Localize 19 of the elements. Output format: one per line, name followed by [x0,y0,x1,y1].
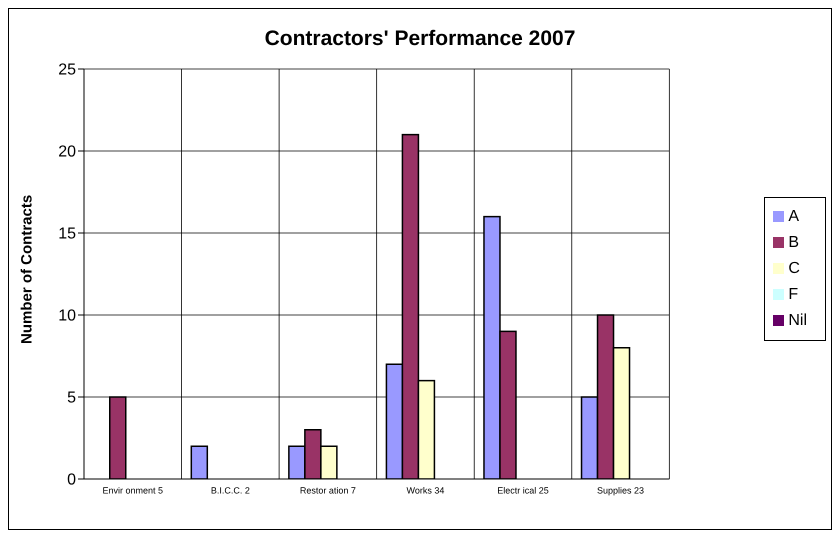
legend-label: F [788,286,798,303]
y-axis-title: Number of Contracts [18,194,36,344]
x-tick-label: Electr ical 25 [497,485,549,496]
y-tick-label: 25 [58,62,76,79]
y-tick-label: 5 [67,390,76,407]
x-tick-label: Restor ation 7 [300,485,356,496]
x-tick-label: Supplies 23 [597,485,644,496]
legend-label: A [788,208,799,225]
x-tick-label: Envir onment 5 [102,485,164,496]
legend-label: C [788,260,800,277]
x-tick-label: Works 34 [406,485,444,496]
chart-title: Contractors' Performance 2007 [264,27,576,51]
legend-label: B [788,234,799,251]
legend-label: Nil [788,312,807,329]
x-tick-label: B.I.C.C. 2 [210,485,250,496]
y-tick-label: 20 [58,144,76,161]
y-tick-label: 15 [58,226,76,243]
y-tick-label: 0 [67,472,76,489]
y-tick-label: 10 [58,308,76,325]
